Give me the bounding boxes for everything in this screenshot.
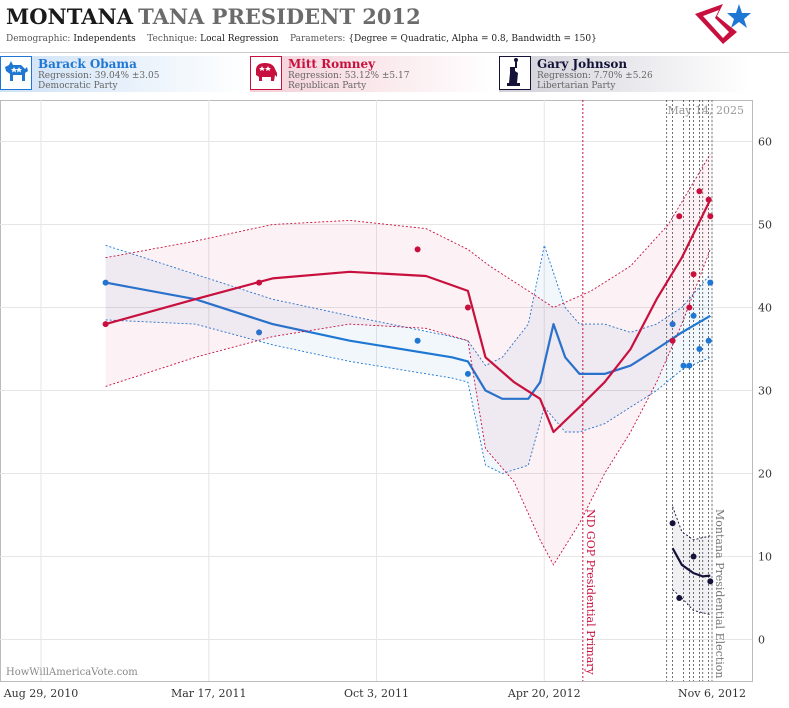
event-label: Montana Presidential Election bbox=[713, 509, 726, 678]
poll-point bbox=[464, 304, 471, 311]
y-tick-label: 50 bbox=[758, 219, 772, 232]
poll-point bbox=[707, 578, 714, 585]
candidate-name: Mitt Romney bbox=[288, 57, 376, 71]
candidate-name: Barack Obama bbox=[38, 57, 137, 71]
poll-point bbox=[705, 196, 712, 203]
poll-point bbox=[696, 346, 703, 352]
poll-point bbox=[686, 304, 693, 311]
parameters-label: Parameters: bbox=[289, 34, 346, 44]
y-tick-label: 10 bbox=[758, 551, 772, 564]
y-tick-label: 20 bbox=[758, 468, 772, 481]
candidate-romney: Mitt Romney Regression: 53.12% ±5.17 Rep… bbox=[250, 56, 495, 92]
event-label: ND GOP Presidential Primary bbox=[584, 509, 597, 676]
poll-point bbox=[690, 312, 697, 319]
candidate-regression: Regression: 53.12% ±5.17 bbox=[288, 71, 410, 81]
poll-trend-chart: 0 10 20 30 40 50 60 Aug 29, 2010 Mar 17, 2011 Oct… bbox=[0, 100, 772, 700]
poll-point bbox=[464, 370, 471, 377]
y-tick-label: 40 bbox=[758, 302, 772, 315]
technique-value: Local Regression bbox=[200, 34, 279, 44]
statue-of-liberty-icon bbox=[499, 56, 531, 90]
poll-point bbox=[707, 279, 714, 286]
demographic-label: Demographic: bbox=[6, 34, 71, 44]
candidate-legend: Barack Obama Regression: 39.04% ±3.05 De… bbox=[0, 52, 789, 95]
x-tick-label: Mar 17, 2011 bbox=[171, 687, 247, 700]
band-lower-line bbox=[672, 589, 711, 616]
poll-point bbox=[676, 595, 683, 601]
poll-point bbox=[102, 321, 109, 328]
trend-line bbox=[105, 199, 712, 434]
parameters-line: Demographic: Independents Technique: Loc… bbox=[6, 34, 597, 44]
date-stamp: May 14, 2025 bbox=[667, 104, 744, 117]
demographic-value: Independents bbox=[73, 34, 136, 44]
site-logo-icon bbox=[695, 4, 751, 44]
band-upper-line bbox=[105, 243, 711, 367]
x-tick-label: Apr 20, 2012 bbox=[507, 687, 581, 700]
poll-point bbox=[680, 362, 687, 369]
poll-point bbox=[669, 321, 676, 328]
technique-label: Technique: bbox=[147, 34, 198, 44]
x-tick-label: Aug 29, 2010 bbox=[3, 687, 79, 700]
y-tick-label: 30 bbox=[758, 385, 772, 398]
title-state: MONTANA bbox=[6, 4, 133, 29]
chart-title: MONTANA TANA PRESIDENT 2012 bbox=[6, 4, 421, 34]
candidate-obama: Barack Obama Regression: 39.04% ±3.05 De… bbox=[0, 56, 245, 92]
candidate-johnson: Gary Johnson Regression: 7.70% ±5.26 Lib… bbox=[499, 56, 749, 92]
y-tick-label: 60 bbox=[758, 136, 772, 149]
trend-line bbox=[105, 281, 711, 400]
poll-point bbox=[414, 337, 421, 344]
poll-point bbox=[707, 213, 714, 220]
candidate-name: Gary Johnson bbox=[537, 57, 628, 71]
candidate-party: Democratic Party bbox=[38, 81, 118, 91]
poll-point bbox=[256, 329, 263, 336]
x-tick-label: Nov 6, 2012 bbox=[678, 687, 746, 700]
confidence-band bbox=[105, 154, 711, 565]
parameters-value: {Degree = Quadratic, Alpha = 0.8, Bandwi… bbox=[348, 34, 597, 44]
chart-area: 0 10 20 30 40 50 60 Aug 29, 2010 Mar 17, 2011 Oct… bbox=[0, 96, 789, 704]
confidence-band bbox=[672, 506, 711, 615]
band-lower-line bbox=[105, 249, 711, 566]
poll-point bbox=[690, 271, 697, 278]
confidence-band bbox=[105, 245, 711, 474]
poll-point bbox=[705, 337, 712, 344]
poll-point bbox=[669, 520, 676, 527]
donkey-icon bbox=[0, 56, 32, 90]
title-rest: TANA PRESIDENT 2012 bbox=[138, 4, 421, 29]
y-tick-label: 0 bbox=[758, 634, 765, 647]
poll-point bbox=[690, 553, 697, 560]
poll-point bbox=[256, 279, 263, 286]
poll-point bbox=[676, 213, 683, 220]
band-upper-line bbox=[672, 506, 711, 541]
poll-point bbox=[696, 188, 703, 195]
candidate-regression: Regression: 39.04% ±3.05 bbox=[38, 71, 160, 81]
poll-point bbox=[669, 337, 676, 344]
poll-point bbox=[686, 362, 693, 369]
poll-point bbox=[102, 279, 109, 286]
elephant-icon bbox=[250, 56, 282, 90]
candidate-party: Republican Party bbox=[288, 81, 367, 91]
trend-line bbox=[671, 547, 711, 578]
poll-point bbox=[414, 246, 421, 253]
candidate-party: Libertarian Party bbox=[537, 81, 616, 91]
candidate-regression: Regression: 7.70% ±5.26 bbox=[537, 71, 653, 81]
x-tick-label: Oct 3, 2011 bbox=[344, 687, 409, 700]
watermark: HowWillAmericaVote.com bbox=[6, 667, 138, 678]
